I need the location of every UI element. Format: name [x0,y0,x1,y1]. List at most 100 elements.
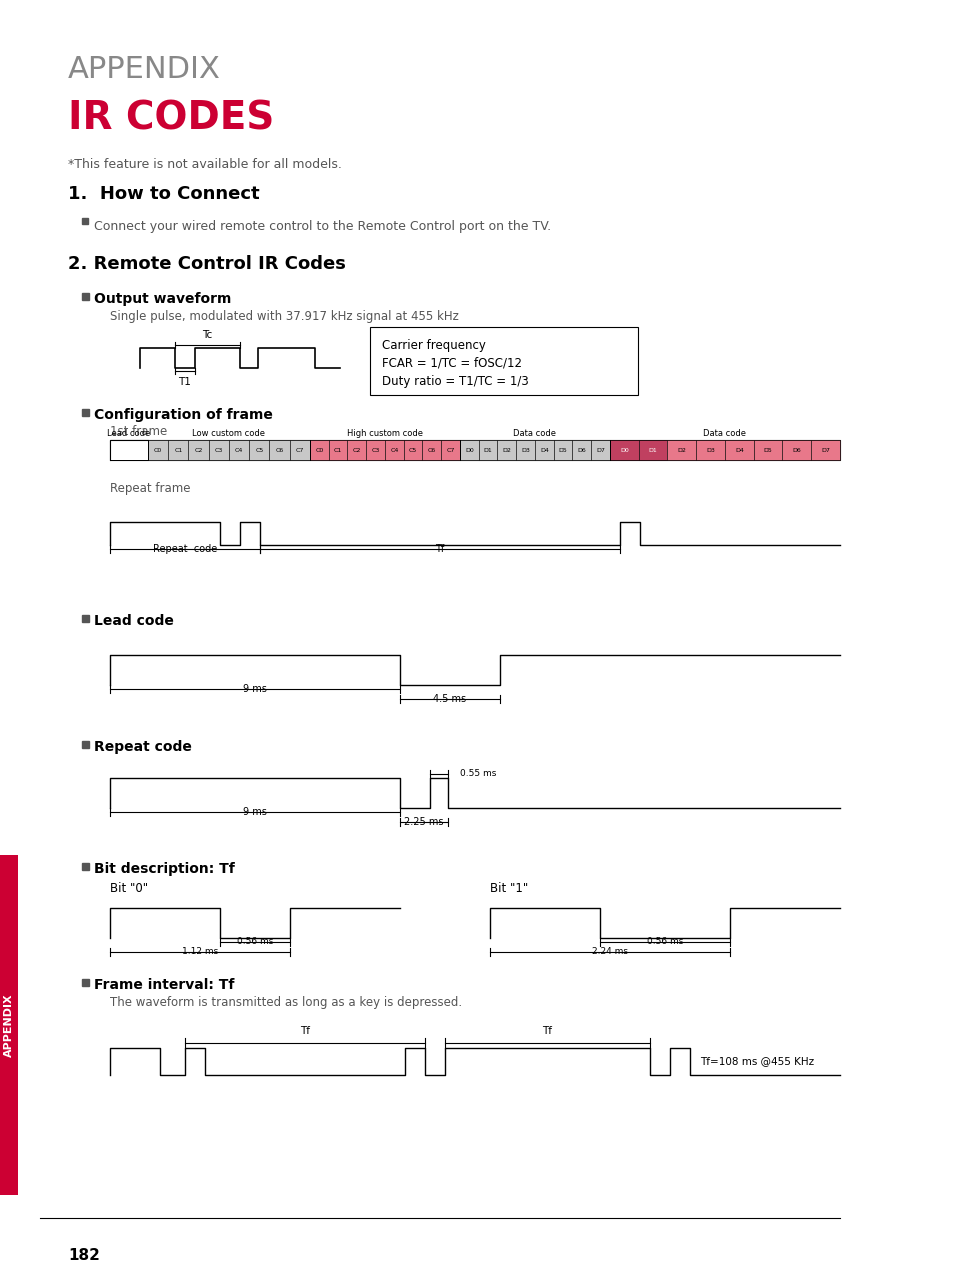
Text: D0: D0 [619,448,628,453]
Bar [168,440,189,460]
Text: IR CODES: IR CODES [68,100,274,137]
Bar [810,440,840,460]
Text: Duty ratio = T1/TC = 1/3: Duty ratio = T1/TC = 1/3 [381,375,528,388]
Text: High custom code: High custom code [347,429,422,438]
Text: 4.5 ms: 4.5 ms [433,695,466,703]
Text: C0: C0 [153,448,162,453]
Bar [553,440,572,460]
Text: C1: C1 [174,448,182,453]
Bar [639,440,667,460]
Text: 1st frame: 1st frame [110,425,167,438]
Text: 1.  How to Connect: 1. How to Connect [68,184,259,204]
Bar [591,440,609,460]
Bar [370,327,638,396]
Bar [781,440,810,460]
Text: D3: D3 [705,448,715,453]
Bar [516,440,535,460]
Text: Output waveform: Output waveform [94,293,232,307]
Text: Repeat frame: Repeat frame [110,482,191,495]
Text: *This feature is not available for all models.: *This feature is not available for all m… [68,158,341,170]
Bar [347,440,366,460]
Bar [696,440,724,460]
Bar [459,440,478,460]
Text: Tf: Tf [435,544,444,555]
Bar [269,440,290,460]
Text: D1: D1 [483,448,492,453]
Text: Repeat code: Repeat code [94,740,192,754]
Text: 9 ms: 9 ms [243,684,267,695]
Text: 2.25 ms: 2.25 ms [404,817,443,827]
Text: Lead code: Lead code [108,429,151,438]
Bar [724,440,753,460]
Bar [110,440,148,460]
Bar [403,440,422,460]
Text: C7: C7 [295,448,304,453]
Text: The waveform is transmitted as long as a key is depressed.: The waveform is transmitted as long as a… [110,996,461,1009]
Bar [82,218,88,224]
Bar [0,855,18,1194]
Text: C5: C5 [255,448,263,453]
Text: Frame interval: Tf: Frame interval: Tf [94,978,234,992]
Bar [110,440,840,460]
Text: 0.55 ms: 0.55 ms [459,768,496,777]
Text: Low custom code: Low custom code [193,429,265,438]
Text: D5: D5 [558,448,567,453]
Text: Tf=108 ms @455 KHz: Tf=108 ms @455 KHz [700,1057,813,1066]
Text: C4: C4 [390,448,398,453]
Bar [310,440,329,460]
Text: Connect your wired remote control to the Remote Control port on the TV.: Connect your wired remote control to the… [94,220,551,233]
Bar [82,293,89,300]
Text: C4: C4 [234,448,243,453]
Text: D0: D0 [464,448,474,453]
Text: FCAR = 1/TC = fOSC/12: FCAR = 1/TC = fOSC/12 [381,357,521,370]
Text: 0.56 ms: 0.56 ms [236,937,273,946]
Bar [329,440,347,460]
Text: D1: D1 [648,448,657,453]
Bar [229,440,249,460]
Text: C6: C6 [427,448,436,453]
Bar [189,440,209,460]
Text: D4: D4 [539,448,548,453]
Text: 182: 182 [68,1248,100,1263]
Text: 1.12 ms: 1.12 ms [182,948,218,957]
Text: T1: T1 [178,377,192,387]
Text: Bit "0": Bit "0" [110,881,148,895]
Text: Single pulse, modulated with 37.917 kHz signal at 455 kHz: Single pulse, modulated with 37.917 kHz … [110,310,458,323]
Text: Tc: Tc [202,329,213,340]
Text: D2: D2 [677,448,685,453]
Bar [82,410,89,416]
Text: C3: C3 [214,448,223,453]
Text: Bit description: Tf: Bit description: Tf [94,862,234,876]
Text: 0.56 ms: 0.56 ms [646,937,682,946]
Bar [753,440,781,460]
Text: D3: D3 [520,448,530,453]
Text: D6: D6 [792,448,801,453]
Bar [667,440,696,460]
Bar [478,440,497,460]
Text: C6: C6 [275,448,283,453]
Text: D5: D5 [763,448,772,453]
Text: Bit "1": Bit "1" [490,881,528,895]
Text: C3: C3 [371,448,379,453]
Text: Data code: Data code [513,429,556,438]
Text: Lead code: Lead code [94,614,173,628]
Text: Tf: Tf [299,1027,310,1035]
Bar [82,862,89,870]
Bar [82,742,89,748]
Bar [572,440,591,460]
Text: 2.24 ms: 2.24 ms [592,948,627,957]
Bar [385,440,403,460]
Bar [366,440,385,460]
Bar [290,440,310,460]
Bar [82,979,89,986]
Text: Tf: Tf [542,1027,552,1035]
Text: APPENDIX: APPENDIX [4,993,14,1057]
Text: C2: C2 [194,448,203,453]
Text: APPENDIX: APPENDIX [68,55,221,84]
Text: C1: C1 [334,448,342,453]
Bar [82,614,89,622]
Text: Repeat  code: Repeat code [152,544,217,555]
Text: C7: C7 [446,448,455,453]
Bar [535,440,553,460]
Text: D6: D6 [577,448,586,453]
